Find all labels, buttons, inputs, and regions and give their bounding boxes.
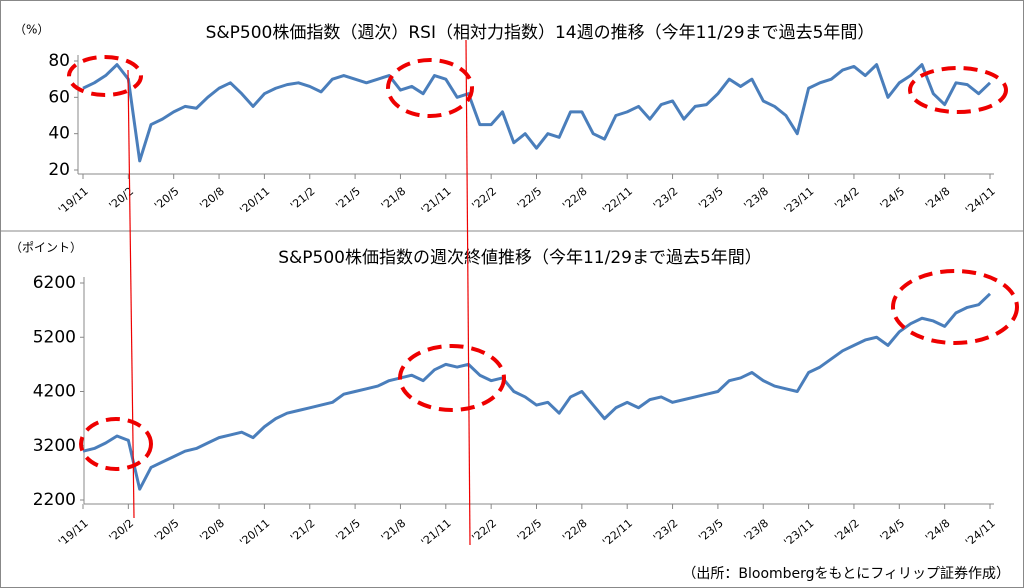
y-tick-label: 40 bbox=[48, 124, 70, 144]
y-tick-label: 80 bbox=[48, 51, 70, 71]
highlight bbox=[386, 58, 474, 118]
y-unit: （ポイント） bbox=[10, 241, 82, 255]
highlight bbox=[891, 269, 1019, 345]
y-tick-label: 20 bbox=[48, 160, 70, 180]
y-tick-label: 4200 bbox=[33, 382, 76, 402]
highlight bbox=[908, 66, 1008, 114]
y-unit: （%） bbox=[14, 23, 49, 37]
line bbox=[82, 63, 992, 163]
y-tick-label: 5200 bbox=[33, 327, 76, 347]
y-tick-label: 2200 bbox=[33, 490, 76, 510]
line bbox=[82, 292, 992, 491]
highlight bbox=[398, 344, 506, 412]
highlights bbox=[67, 55, 1019, 471]
highlight bbox=[67, 55, 143, 97]
marker-line bbox=[465, 39, 471, 546]
chart-title: S&P500株価指数の週次終値推移（今年11/29まで過去5年間） bbox=[278, 248, 762, 268]
y-tick-label: 60 bbox=[48, 87, 70, 107]
y-tick-label: 6200 bbox=[33, 273, 76, 293]
marker-line bbox=[127, 69, 135, 519]
y-tick-label: 3200 bbox=[33, 436, 76, 456]
chart-title: S&P500株価指数（週次）RSI（相対力指数）14週の推移（今年11/29まで… bbox=[206, 23, 875, 43]
highlight bbox=[79, 417, 153, 471]
source: （出所：Bloombergをもとにフィリップ証券作成） bbox=[682, 566, 1010, 582]
